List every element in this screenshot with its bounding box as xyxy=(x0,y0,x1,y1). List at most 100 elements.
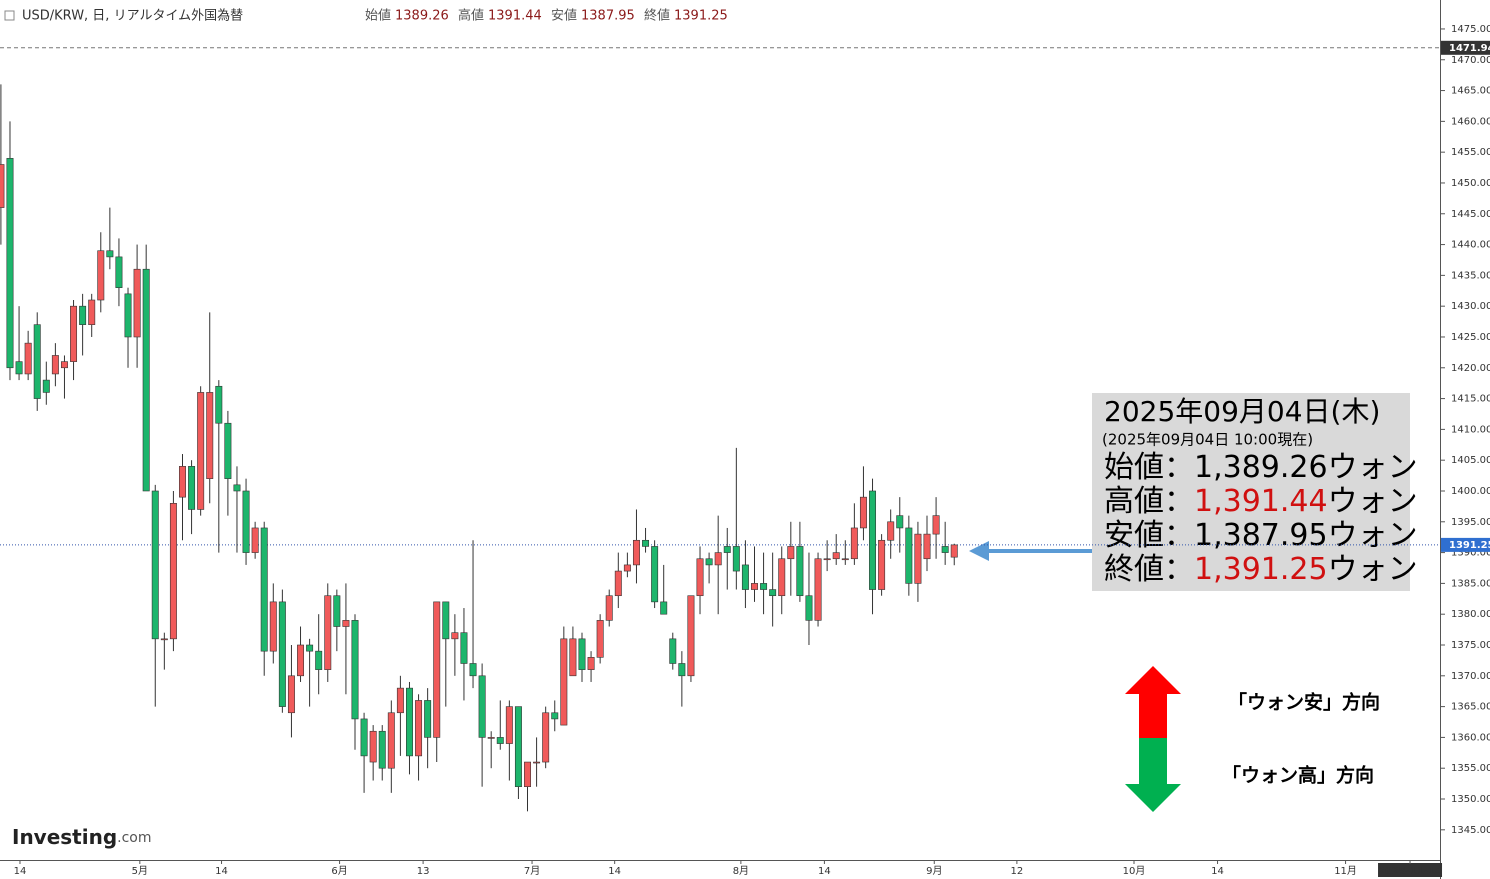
x-tick-label: 6月 xyxy=(331,865,347,877)
candle-body xyxy=(297,644,305,677)
close-label: 終値 xyxy=(644,8,670,24)
up-label: 「ウォン安」方向 xyxy=(1228,691,1380,714)
candle-body xyxy=(823,558,831,561)
candle-body xyxy=(70,305,78,362)
candle-body xyxy=(841,558,849,561)
candle-body xyxy=(569,638,577,677)
y-tick-label: 1455.00 xyxy=(1451,147,1490,158)
high-value: 1391.44 xyxy=(488,9,542,24)
candle-body xyxy=(306,644,314,652)
candle-body xyxy=(914,533,922,584)
y-tick-label: 1445.00 xyxy=(1451,209,1490,220)
candle-body xyxy=(151,490,159,640)
high-box xyxy=(1441,40,1490,55)
candle-body xyxy=(732,546,740,572)
y-tick-label: 1440.00 xyxy=(1451,240,1490,251)
candle-body xyxy=(433,601,441,738)
logo-suffix: .com xyxy=(117,830,151,846)
collapse-icon xyxy=(4,10,15,21)
candle-body xyxy=(923,533,931,560)
y-tick-label: 1365.00 xyxy=(1451,702,1490,713)
candle-body xyxy=(587,657,595,670)
candle-body xyxy=(33,324,41,399)
candle-body xyxy=(869,490,877,590)
candle-body xyxy=(287,675,295,714)
candle-body xyxy=(342,620,350,627)
candle-body xyxy=(814,558,822,621)
candle-body xyxy=(760,583,768,590)
x-tick-label: 14 xyxy=(1211,866,1224,877)
logo: Investing.com xyxy=(12,825,152,849)
candle-body xyxy=(678,663,686,677)
candle-body xyxy=(378,730,386,769)
y-tick-label: 1405.00 xyxy=(1451,455,1490,466)
candle-body xyxy=(832,552,840,560)
candle-body xyxy=(623,564,631,572)
open-label: 始値 xyxy=(365,8,391,24)
candle-body xyxy=(941,546,949,553)
candle-body xyxy=(478,675,486,738)
x-tick-label: 10月 xyxy=(1123,865,1146,877)
annotation-row: 終値：1,391.25ウォン xyxy=(1104,552,1418,587)
candle-body xyxy=(42,379,50,393)
row-unit: ウォン xyxy=(1328,518,1418,553)
candle-body xyxy=(496,737,504,744)
candle-body xyxy=(251,527,259,553)
candle-body xyxy=(614,570,622,597)
annotation-rows: 始値：1,389.26ウォン高値：1,391.44ウォン安値：1,387.95ウ… xyxy=(1104,450,1418,587)
candle-body xyxy=(179,466,186,498)
candle-body xyxy=(387,712,395,769)
x-tick-label: 14 xyxy=(215,866,228,877)
open-value: 1389.26 xyxy=(395,9,449,24)
candle-body xyxy=(524,761,531,787)
arrow-pointer xyxy=(969,541,1092,561)
candle-body xyxy=(805,595,813,621)
y-tick-label: 1470.00 xyxy=(1451,55,1490,66)
candles xyxy=(0,84,958,812)
x-tick-label: 11月 xyxy=(1334,865,1357,877)
high-line-label: 1471.94 xyxy=(1449,43,1490,54)
x-tick-label: 12 xyxy=(1011,866,1024,877)
y-tick-label: 1375.00 xyxy=(1451,640,1490,651)
up-arrow xyxy=(1125,666,1181,738)
candle-body xyxy=(887,521,895,541)
candle-body xyxy=(642,539,650,547)
date-box xyxy=(1378,863,1443,877)
candle-body xyxy=(15,361,23,375)
candle-body xyxy=(796,546,804,597)
down-arrow xyxy=(1125,738,1181,812)
candle-body xyxy=(133,268,141,338)
low-label: 安値 xyxy=(551,8,577,24)
candle-body xyxy=(79,305,87,325)
y-tick-label: 1415.00 xyxy=(1451,394,1490,405)
candle-body xyxy=(351,620,359,720)
candle-body xyxy=(514,706,522,787)
candle-body xyxy=(950,544,958,558)
candle-body xyxy=(533,761,541,764)
last-price-box xyxy=(1441,537,1490,552)
row-unit: ウォン xyxy=(1328,484,1418,519)
candle-body xyxy=(451,632,459,640)
annotation-row: 安値：1,387.95ウォン xyxy=(1104,518,1418,553)
y-tick-label: 1395.00 xyxy=(1451,517,1490,528)
candle-body xyxy=(6,158,14,369)
pointer-head xyxy=(969,541,989,561)
candle-body xyxy=(596,620,604,658)
candle-body xyxy=(651,546,659,603)
y-tick-label: 1360.00 xyxy=(1451,732,1490,743)
y-tick-label: 1435.00 xyxy=(1451,270,1490,281)
candle-body xyxy=(787,546,795,560)
candle-body xyxy=(269,601,277,652)
annotation-row: 始値：1,389.26ウォン xyxy=(1104,450,1418,485)
candle-body xyxy=(415,700,423,757)
candle-body xyxy=(260,527,268,652)
candle-body xyxy=(369,730,377,763)
high-label: 高値 xyxy=(458,8,484,24)
candle-body xyxy=(51,355,59,375)
row-label: 安値： xyxy=(1104,518,1194,553)
candle-body xyxy=(632,539,640,566)
candle-body xyxy=(932,515,940,535)
x-tick-label: 7月 xyxy=(524,865,540,877)
candle-body xyxy=(469,663,477,677)
